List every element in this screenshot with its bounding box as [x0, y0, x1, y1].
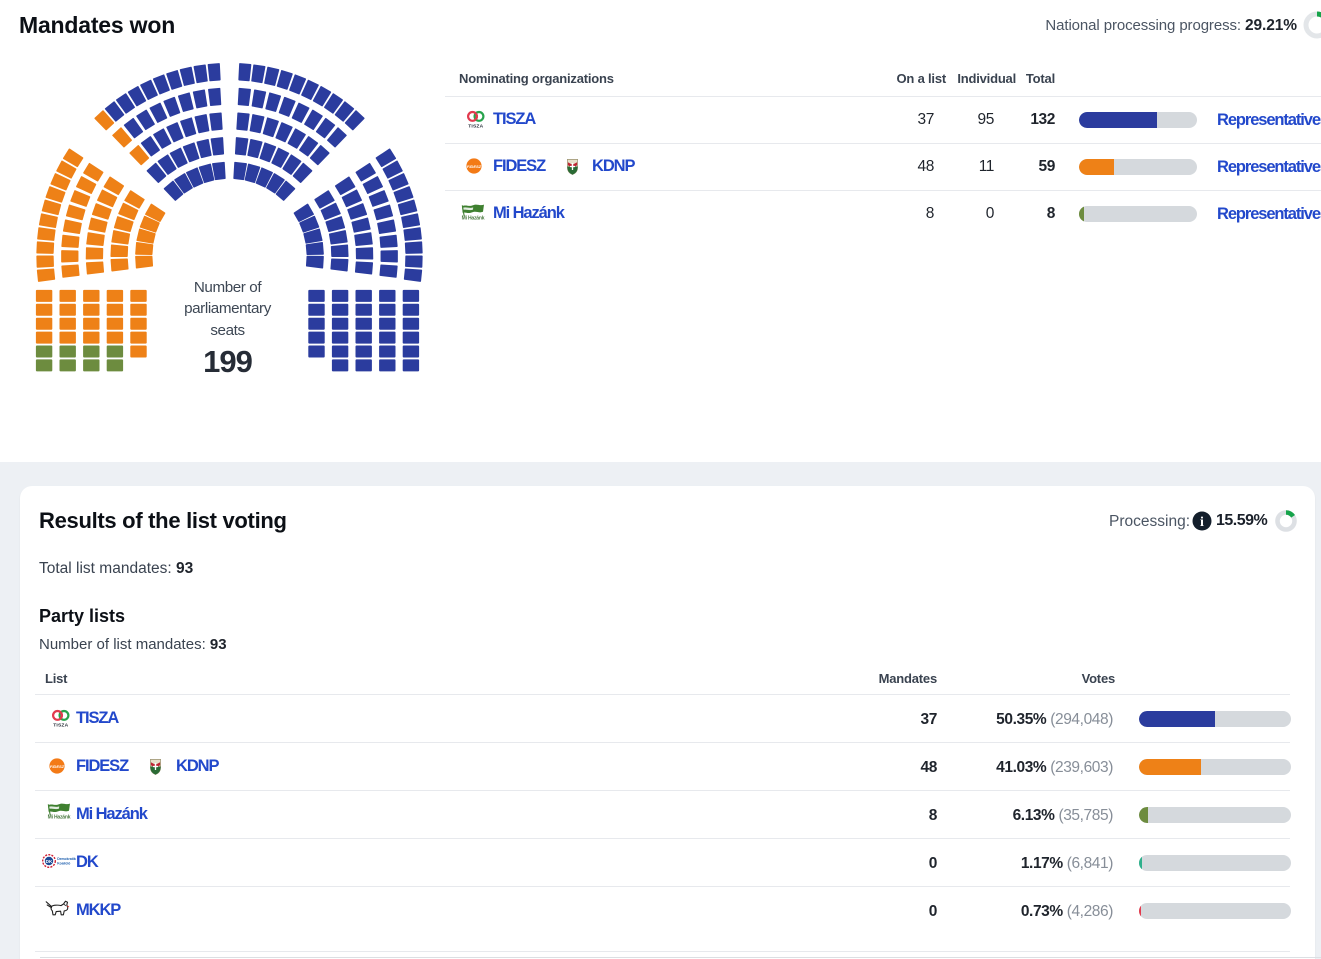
svg-text:FIDESZ: FIDESZ: [50, 764, 65, 769]
svg-text:Koalíció: Koalíció: [57, 862, 70, 866]
svg-text:TISZA: TISZA: [53, 723, 68, 727]
svg-text:Mi Hazánk: Mi Hazánk: [48, 814, 71, 820]
svg-text:FIDESZ: FIDESZ: [467, 164, 482, 169]
svg-text:TISZA: TISZA: [468, 124, 483, 128]
svg-text:Demokratikus: Demokratikus: [57, 857, 76, 861]
svg-text:i: i: [1200, 515, 1204, 530]
svg-text:DK: DK: [46, 859, 53, 864]
svg-text:Mi Hazánk: Mi Hazánk: [462, 215, 485, 221]
